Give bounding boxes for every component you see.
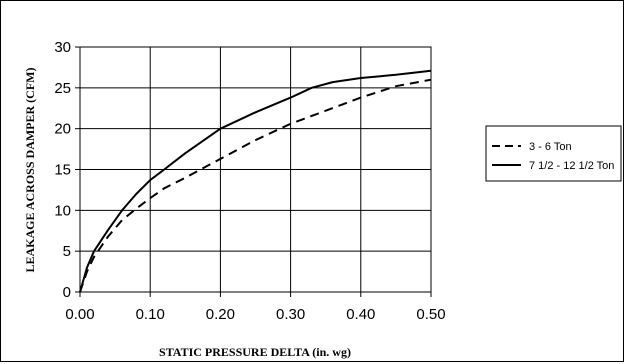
y-axis-title: LEAKAGE ACROSS DAMPER (CFM)	[23, 67, 37, 272]
series-lines	[79, 69, 432, 293]
legend: 3 - 6 Ton 7 1/2 - 12 1/2 Ton	[485, 125, 622, 182]
grid-lines	[80, 47, 431, 292]
y-tick-label: 10	[54, 202, 71, 219]
x-axis-title: STATIC PRESSURE DELTA (in. wg)	[159, 345, 351, 359]
legend-label-series-2: 7 1/2 - 12 1/2 Ton	[529, 160, 614, 172]
y-tick-label: 30	[54, 39, 71, 56]
x-tick-label: 0.20	[206, 306, 235, 323]
legend-label-series-1: 3 - 6 Ton	[529, 141, 572, 153]
y-axis-ticks: 0 5 10 15 20 25 30	[54, 39, 80, 301]
y-tick-label: 5	[63, 243, 71, 260]
series-line-dashed	[79, 78, 432, 293]
y-tick-label: 20	[54, 121, 71, 138]
x-tick-label: 0.30	[276, 306, 305, 323]
x-tick-label: 0.10	[136, 306, 165, 323]
x-axis-ticks: 0.00 0.10 0.20 0.30 0.40 0.50	[65, 292, 446, 323]
x-tick-label: 0.50	[416, 306, 445, 323]
legend-box	[485, 125, 622, 182]
series-line-solid	[79, 69, 432, 293]
x-tick-label: 0.40	[346, 306, 375, 323]
y-tick-label: 25	[54, 80, 71, 97]
y-tick-label: 0	[63, 284, 71, 301]
x-tick-label: 0.00	[65, 306, 94, 323]
y-tick-label: 15	[54, 162, 71, 179]
